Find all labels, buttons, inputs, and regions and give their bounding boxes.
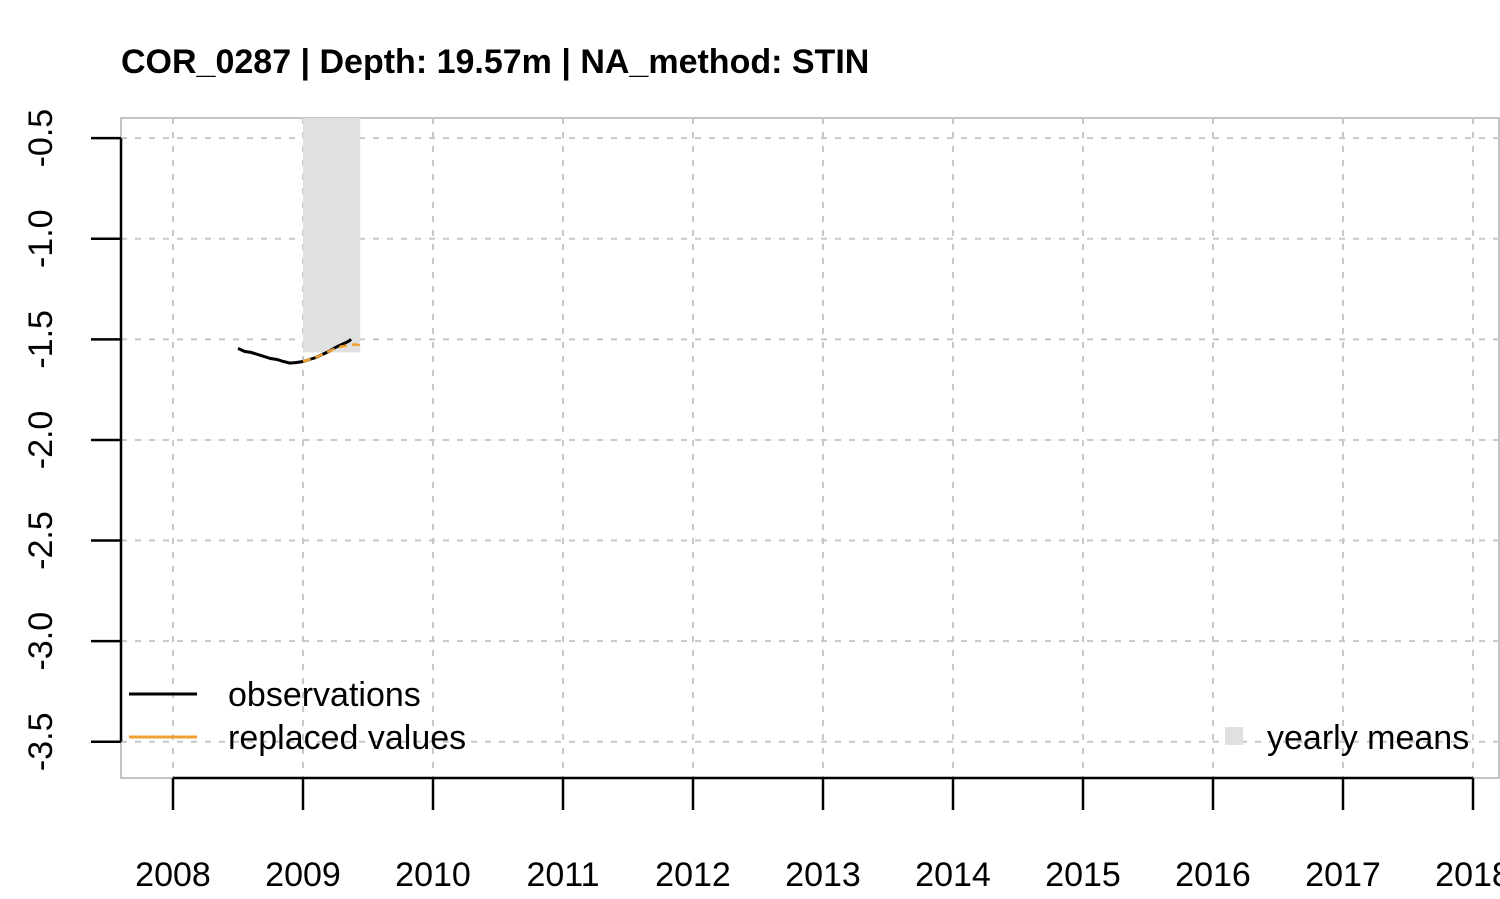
x-tick-label: 2011 <box>526 856 599 894</box>
legend-label: replaced values <box>228 719 466 757</box>
series-line-observations <box>237 338 353 365</box>
x-tick-label: 2012 <box>655 856 731 894</box>
y-tick-label: -3.5 <box>22 712 60 771</box>
chart-title: COR_0287 | Depth: 19.57m | NA_method: ST… <box>121 43 869 81</box>
x-tick-label: 2014 <box>915 856 991 894</box>
series-layer <box>237 338 361 365</box>
yearly-mean-bar <box>303 118 361 353</box>
series-line-replaced-values <box>302 343 361 363</box>
grid-lines <box>121 118 1499 778</box>
legend-bottom-right: yearly means <box>1225 719 1469 757</box>
y-axis: -0.5 -1.0 -1.5 -2.0 -2.5 -3.0 -3.5 <box>22 109 123 771</box>
y-tick-label: -1.0 <box>22 209 60 268</box>
x-tick-label: 2016 <box>1175 856 1251 894</box>
y-tick-label: -1.5 <box>22 310 60 369</box>
y-tick-label: -2.5 <box>22 511 60 570</box>
x-axis: 2008 2009 2010 2011 2012 2013 2014 2015 2016 2017… <box>135 776 1500 894</box>
y-tick-label: -0.5 <box>22 109 60 168</box>
legend-label: observations <box>228 676 421 714</box>
y-tick-label: -3.0 <box>22 612 60 671</box>
x-tick-label: 2015 <box>1045 856 1121 894</box>
x-tick-label: 2008 <box>135 856 211 894</box>
yearly-means-layer <box>303 118 361 353</box>
legend-swatch <box>1225 727 1243 745</box>
legend-bottom-left: observations replaced values <box>129 676 466 757</box>
x-tick-label: 2009 <box>265 856 341 894</box>
x-tick-label: 2017 <box>1305 856 1381 894</box>
x-tick-label: 2010 <box>395 856 471 894</box>
legend-label: yearly means <box>1267 719 1469 757</box>
y-tick-label: -2.0 <box>22 411 60 470</box>
x-tick-label: 2013 <box>785 856 861 894</box>
x-tick-label: 2018 <box>1435 856 1500 894</box>
